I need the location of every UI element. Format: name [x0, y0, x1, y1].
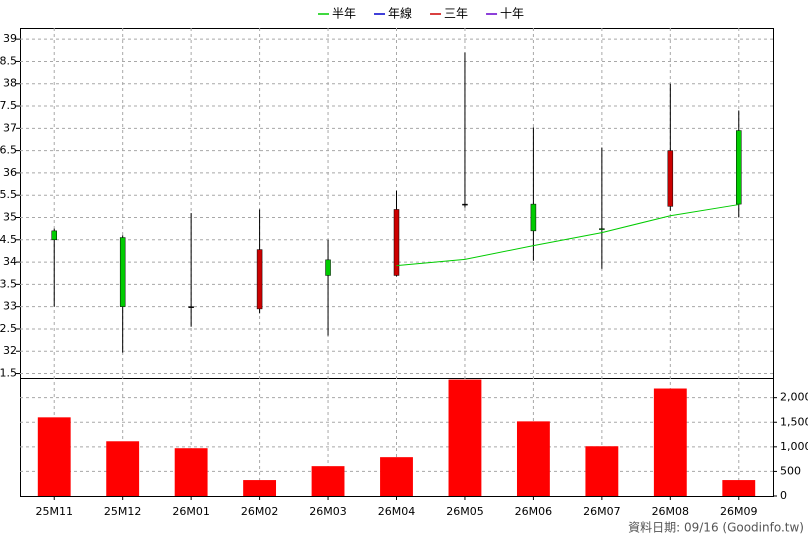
- volume-bar: [585, 446, 619, 496]
- y-tick-label: 37.5: [0, 99, 17, 112]
- x-tick-label: 26M05: [446, 505, 484, 518]
- x-tick-label: 26M04: [378, 505, 416, 518]
- volume-bar: [516, 421, 550, 496]
- candle-body: [325, 259, 331, 276]
- volume-bar: [653, 388, 687, 496]
- y-tick-label: 32: [3, 344, 17, 357]
- candle-body: [599, 228, 605, 230]
- y-tick-label: 32.5: [0, 322, 17, 335]
- y-tick-label: 34.5: [0, 233, 17, 246]
- candle-body: [393, 209, 400, 276]
- y2-tick-label: 0: [780, 489, 787, 502]
- x-tick-label: 26M09: [720, 505, 758, 518]
- y-tick-label: 36: [3, 166, 17, 179]
- y-tick-label: 35: [3, 210, 17, 223]
- ma-line: [396, 204, 739, 267]
- candle-body: [530, 203, 537, 232]
- y-tick-label: 35.5: [0, 188, 17, 201]
- candle-body: [667, 150, 674, 207]
- candle-body: [119, 237, 126, 307]
- volume-bar: [722, 480, 756, 496]
- y-tick-label: 31.5: [0, 367, 17, 380]
- x-tick-label: 26M01: [172, 505, 210, 518]
- y-tick-label: 33: [3, 300, 17, 313]
- candle-body: [256, 249, 263, 310]
- volume-bar: [243, 480, 277, 496]
- volume-bar: [311, 466, 345, 496]
- x-tick-label: 26M07: [583, 505, 621, 518]
- volume-bar: [174, 448, 208, 496]
- candle-body: [736, 130, 742, 205]
- legend-label: 年線: [388, 6, 412, 21]
- y-tick-label: 38: [3, 77, 17, 90]
- volume-bar: [380, 457, 413, 496]
- candle-body: [188, 306, 194, 308]
- y2-tick-label: 500: [780, 464, 801, 477]
- y2-tick-label: 1,500: [780, 415, 808, 428]
- volume-bar: [106, 441, 140, 496]
- y2-tick-label: 2,000: [780, 391, 808, 404]
- legend-label: 十年: [500, 7, 524, 21]
- x-tick-label: 26M08: [652, 505, 690, 518]
- x-tick-label: 26M03: [309, 505, 347, 518]
- y-tick-label: 36.5: [0, 144, 17, 157]
- volume-bar: [37, 417, 71, 496]
- y-tick-label: 39: [3, 32, 17, 45]
- x-tick-label: 25M12: [104, 505, 142, 518]
- y-tick-label: 37: [3, 121, 17, 134]
- candle-body: [462, 203, 468, 206]
- y-tick-label: 33.5: [0, 277, 17, 290]
- x-tick-label: 26M02: [241, 505, 279, 518]
- candle-body: [51, 230, 57, 241]
- legend-label: 半年: [332, 7, 356, 21]
- footer: 資料日期: 09/16 (Goodinfo.tw): [628, 521, 804, 535]
- y-tick-label: 38.5: [0, 54, 17, 67]
- y-tick-label: 34: [3, 255, 17, 268]
- x-tick-label: 26M06: [515, 505, 553, 518]
- x-tick-label: 25M11: [35, 505, 73, 518]
- legend-label: 三年: [444, 7, 468, 21]
- y2-tick-label: 1,000: [780, 440, 808, 453]
- volume-bar: [448, 379, 482, 496]
